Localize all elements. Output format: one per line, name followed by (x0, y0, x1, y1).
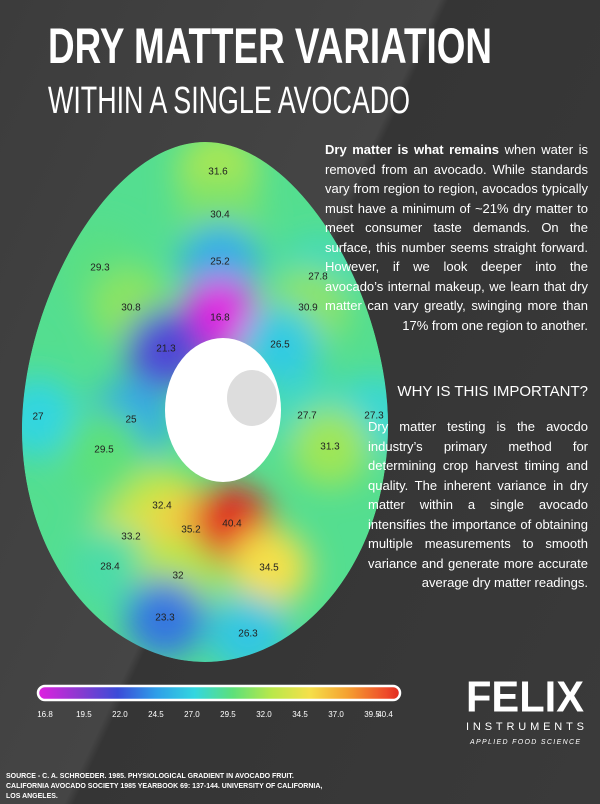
subtitle: WITHIN A SINGLE AVOCADO (48, 80, 410, 122)
reading-label: 16.8 (210, 313, 230, 324)
reading-label: 28.4 (100, 562, 120, 573)
reading-label: 29.5 (94, 445, 114, 456)
colorbar-tick: 34.5 (292, 710, 308, 719)
reading-label: 27.3 (364, 411, 384, 422)
colorbar (36, 684, 402, 702)
colorbar-tick: 16.8 (37, 710, 53, 719)
reading-label: 21.3 (156, 344, 176, 355)
colorbar-tick: 39.5 (364, 710, 380, 719)
section-text: Dry matter testing is the avocdo industr… (368, 419, 588, 590)
reading-blob (229, 528, 309, 608)
reading-label: 25.2 (210, 257, 230, 268)
colorbar-tick: 40.4 (377, 710, 393, 719)
reading-label: 30.9 (298, 303, 318, 314)
reading-blob (70, 527, 150, 607)
reading-blob (290, 407, 370, 487)
colorbar-tick: 19.5 (76, 710, 92, 719)
colorbar-tick: 37.0 (328, 710, 344, 719)
reading-label: 27.7 (297, 411, 317, 422)
colorbar-tick: 27.0 (184, 710, 200, 719)
logo-name: FELIX (466, 673, 584, 722)
reading-blob (22, 377, 78, 457)
intro-text: when water is removed from an avocado. W… (325, 142, 588, 333)
reading-label: 27 (32, 412, 44, 423)
reading-label: 31.3 (320, 442, 340, 453)
title: DRY MATTER VARIATION (48, 18, 492, 74)
source: SOURCE - C. A. SCHROEDER. 1985. PHYSIOLO… (6, 773, 323, 800)
section-heading: WHY IS THIS IMPORTANT? (397, 383, 588, 400)
reading-label: 30.4 (210, 210, 230, 221)
reading-label: 32.4 (152, 501, 172, 512)
reading-label: 40.4 (222, 519, 242, 530)
reading-label: 33.2 (121, 532, 141, 543)
pit-shade (227, 370, 277, 426)
reading-label: 34.5 (259, 563, 279, 574)
reading-label: 26.5 (270, 340, 290, 351)
reading-label: 30.8 (121, 303, 141, 314)
logo-sub: INSTRUMENTS (466, 721, 584, 733)
reading-label: 29.3 (90, 263, 110, 274)
colorbar-tick: 24.5 (148, 710, 164, 719)
reading-label: 23.3 (155, 613, 175, 624)
reading-label: 35.2 (181, 525, 201, 536)
reading-label: 31.6 (208, 167, 228, 178)
intro-lead: Dry matter is what remains (325, 142, 500, 157)
reading-blob (180, 222, 260, 302)
reading-blob (64, 410, 144, 490)
reading-label: 32 (172, 571, 184, 582)
reading-label: 25 (125, 415, 137, 426)
heatmap (22, 142, 389, 662)
colorbar-tick: 29.5 (220, 710, 236, 719)
reading-label: 27.8 (308, 272, 328, 283)
colorbar-tick: 32.0 (256, 710, 272, 719)
reading-label: 26.3 (238, 629, 258, 640)
intro: Dry matter is what remains when water is… (325, 140, 588, 335)
reading-blob (125, 578, 205, 658)
logo-tagline: APPLIED FOOD SCIENCE (469, 739, 580, 746)
colorbar-tick: 22.0 (112, 710, 128, 719)
